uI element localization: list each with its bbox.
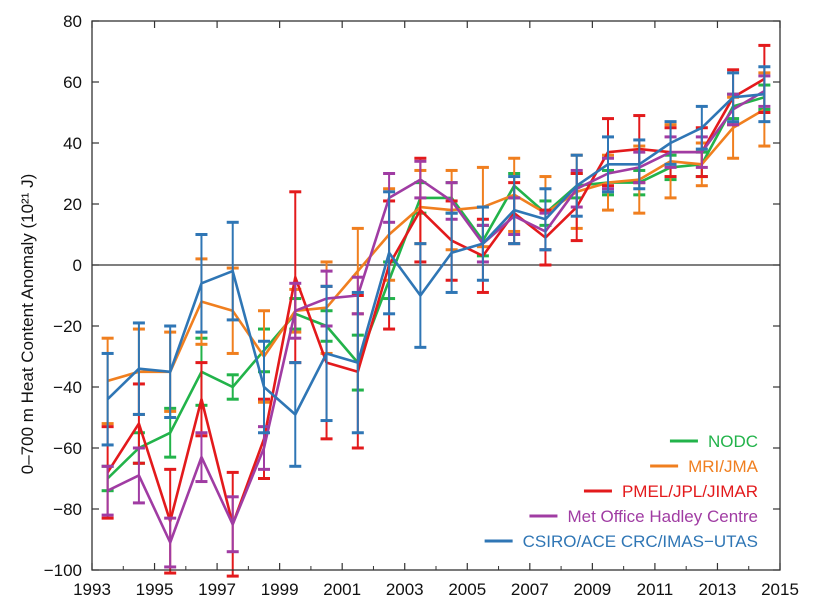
x-tick-label: 2015 [761, 580, 799, 599]
y-axis-label: 0–700 m Heat Content Anomaly (10²¹ J) [18, 174, 37, 474]
y-tick-label: −80 [53, 500, 82, 519]
x-tick-label: 1999 [261, 580, 299, 599]
legend-item-3: Met Office Hadley Centre [529, 507, 758, 526]
x-tick-label: 2013 [699, 580, 737, 599]
y-tick-label: 80 [63, 12, 82, 31]
legend-item-1: MRI/JMA [650, 457, 759, 476]
y-tick-label: −40 [53, 378, 82, 397]
series-4 [101, 65, 771, 468]
legend-label: MRI/JMA [688, 457, 759, 476]
x-tick-label: 2001 [323, 580, 361, 599]
x-tick-label: 2009 [573, 580, 611, 599]
y-tick-label: 0 [73, 256, 82, 275]
legend-label: NODC [708, 432, 758, 451]
x-tick-label: 2011 [637, 580, 674, 599]
x-tick-label: 2003 [386, 580, 424, 599]
x-tick-label: 1997 [198, 580, 236, 599]
y-tick-label: −20 [53, 317, 82, 336]
series-line [107, 108, 766, 383]
y-tick-label: −100 [44, 561, 82, 580]
legend-item-0: NODC [669, 432, 758, 451]
legend-label: Met Office Hadley Centre [567, 507, 758, 526]
series-line [106, 92, 765, 416]
legend-item-4: CSIRO/ACE CRC/IMAS−UTAS [484, 532, 758, 551]
series-line [107, 89, 766, 544]
legend-item-2: PMEL/JPL/JIMAR [583, 482, 758, 501]
legend-label: PMEL/JPL/JIMAR [622, 482, 758, 501]
x-tick-label: 1993 [73, 580, 111, 599]
x-tick-label: 1995 [136, 580, 174, 599]
y-tick-label: −60 [53, 439, 82, 458]
legend-label: CSIRO/ACE CRC/IMAS−UTAS [523, 532, 758, 551]
x-tick-label: 2007 [511, 580, 549, 599]
y-tick-label: 40 [63, 134, 82, 153]
y-tick-label: 60 [63, 73, 82, 92]
x-tick-label: 2005 [448, 580, 486, 599]
y-tick-label: 20 [63, 195, 82, 214]
series-line [106, 77, 766, 526]
series-line [106, 96, 765, 480]
